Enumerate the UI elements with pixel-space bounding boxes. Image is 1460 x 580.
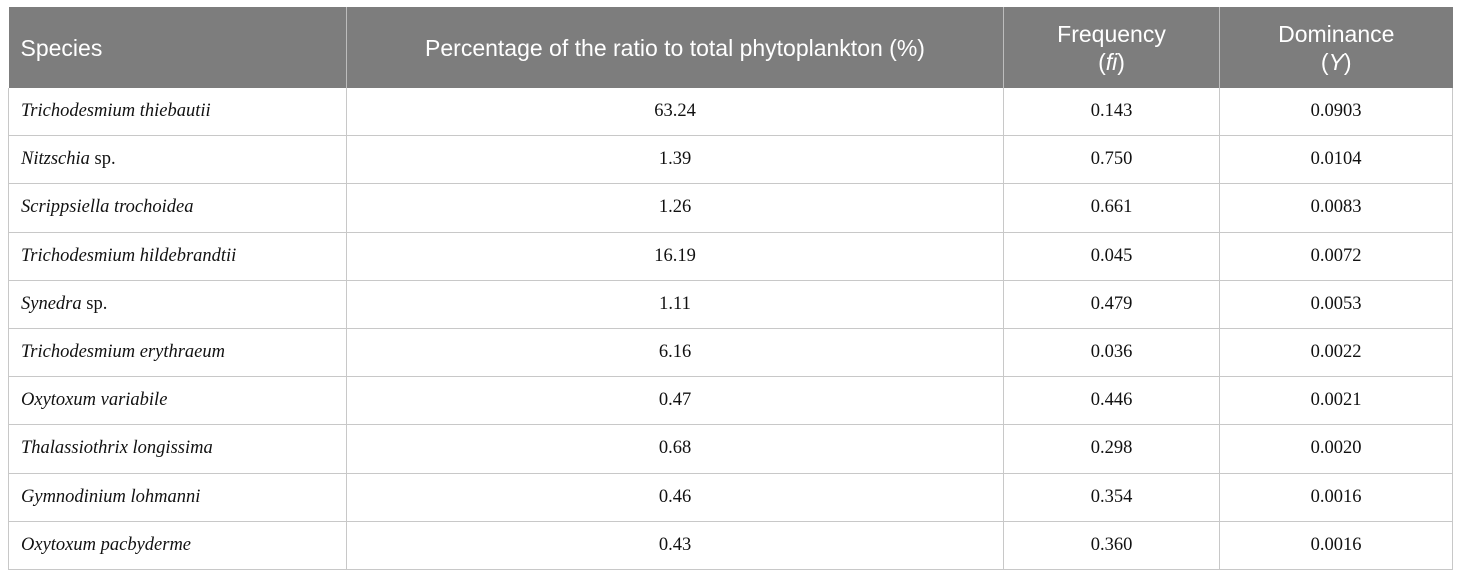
percentage-cell: 1.11 — [346, 280, 1004, 329]
header-frequency: Frequency (fi) — [1003, 7, 1220, 88]
species-cell: Trichodesmium hildebrandtii — [8, 232, 347, 281]
header-frequency-label: Frequency — [1057, 20, 1166, 47]
frequency-cell: 0.360 — [1003, 521, 1220, 570]
species-name: Trichodesmium hildebrandtii — [21, 245, 237, 266]
percentage-cell: 0.47 — [346, 376, 1004, 426]
header-dominance-label: Dominance — [1278, 20, 1395, 47]
header-frequency-open: ( — [1098, 48, 1106, 75]
frequency-cell: 0.750 — [1003, 135, 1220, 185]
header-frequency-symbol: fi — [1105, 48, 1118, 75]
species-name: Thalassiothrix longissima — [21, 438, 213, 459]
table-body: Trichodesmium thiebautii 63.24 0.143 0.0… — [8, 88, 1453, 570]
species-suffix: sp. — [81, 293, 108, 314]
frequency-cell: 0.036 — [1003, 328, 1220, 378]
frequency-cell: 0.479 — [1003, 280, 1220, 329]
table-row: Trichodesmium hildebrandtii 16.19 0.045 … — [8, 232, 1453, 281]
dominance-cell: 0.0020 — [1219, 424, 1453, 474]
species-cell: Thalassiothrix longissima — [8, 424, 347, 474]
species-cell: Synedra sp. — [8, 280, 347, 329]
frequency-cell: 0.298 — [1003, 424, 1220, 474]
species-name: Trichodesmium erythraeum — [21, 342, 225, 363]
dominance-cell: 0.0021 — [1219, 376, 1453, 426]
table-row: Scrippsiella trochoidea 1.26 0.661 0.008… — [8, 183, 1453, 233]
percentage-cell: 63.24 — [346, 88, 1004, 137]
frequency-cell: 0.143 — [1003, 88, 1220, 137]
dominance-cell: 0.0053 — [1219, 280, 1453, 329]
table-row: Nitzschia sp. 1.39 0.750 0.0104 — [8, 135, 1453, 185]
percentage-cell: 0.46 — [346, 473, 1004, 522]
species-name: Trichodesmium thiebautii — [21, 101, 211, 122]
species-cell: Oxytoxum pacbyderme — [8, 521, 347, 570]
table-container: Species Percentage of the ratio to total… — [8, 7, 1453, 570]
percentage-cell: 16.19 — [346, 232, 1004, 281]
table-row: Gymnodinium lohmanni 0.46 0.354 0.0016 — [8, 473, 1453, 522]
species-cell: Nitzschia sp. — [8, 135, 347, 185]
header-species: Species — [8, 7, 347, 88]
percentage-cell: 1.26 — [346, 183, 1004, 233]
table-row: Trichodesmium thiebautii 63.24 0.143 0.0… — [8, 88, 1453, 137]
header-frequency-close: ) — [1117, 48, 1125, 75]
header-dominance: Dominance (Y) — [1219, 7, 1453, 88]
species-suffix: sp. — [89, 149, 116, 170]
dominance-cell: 0.0022 — [1219, 328, 1453, 378]
dominance-cell: 0.0016 — [1219, 521, 1453, 570]
species-name: Synedra — [21, 293, 82, 314]
dominance-cell: 0.0903 — [1219, 88, 1453, 137]
dominance-cell: 0.0072 — [1219, 232, 1453, 281]
table-row: Thalassiothrix longissima 0.68 0.298 0.0… — [8, 424, 1453, 474]
table-row: Oxytoxum pacbyderme 0.43 0.360 0.0016 — [8, 521, 1453, 570]
species-name: Oxytoxum pacbyderme — [21, 534, 192, 555]
species-cell: Trichodesmium thiebautii — [8, 88, 347, 137]
species-cell: Oxytoxum variabile — [8, 376, 347, 426]
species-cell: Gymnodinium lohmanni — [8, 473, 347, 522]
header-dominance-open: ( — [1320, 48, 1329, 75]
header-dominance-symbol: Y — [1328, 48, 1344, 75]
header-dominance-close: ) — [1343, 48, 1352, 75]
species-name: Oxytoxum variabile — [21, 390, 168, 411]
species-name: Scrippsiella trochoidea — [21, 197, 194, 218]
table-row: Trichodesmium erythraeum 6.16 0.036 0.00… — [8, 328, 1453, 378]
dominance-cell: 0.0016 — [1219, 473, 1453, 522]
percentage-cell: 1.39 — [346, 135, 1004, 185]
table-header: Species Percentage of the ratio to total… — [8, 7, 1453, 88]
species-name: Nitzschia — [21, 149, 90, 170]
frequency-cell: 0.661 — [1003, 183, 1220, 233]
percentage-cell: 0.68 — [346, 424, 1004, 474]
frequency-cell: 0.446 — [1003, 376, 1220, 426]
species-cell: Scrippsiella trochoidea — [8, 183, 347, 233]
header-frequency-symbol-wrap: (fi) — [1016, 48, 1207, 76]
table-row: Synedra sp. 1.11 0.479 0.0053 — [8, 280, 1453, 329]
frequency-cell: 0.045 — [1003, 232, 1220, 281]
header-dominance-symbol-wrap: (Y) — [1232, 48, 1441, 76]
header-percentage: Percentage of the ratio to total phytopl… — [346, 7, 1004, 88]
table-row: Oxytoxum variabile 0.47 0.446 0.0021 — [8, 376, 1453, 426]
species-cell: Trichodesmium erythraeum — [8, 328, 347, 378]
percentage-cell: 0.43 — [346, 521, 1004, 570]
frequency-cell: 0.354 — [1003, 473, 1220, 522]
species-name: Gymnodinium lohmanni — [21, 486, 201, 507]
dominance-cell: 0.0083 — [1219, 183, 1453, 233]
dominance-cell: 0.0104 — [1219, 135, 1453, 185]
header-row: Species Percentage of the ratio to total… — [8, 7, 1453, 88]
phytoplankton-dominance-table: Species Percentage of the ratio to total… — [8, 7, 1453, 570]
percentage-cell: 6.16 — [346, 328, 1004, 378]
